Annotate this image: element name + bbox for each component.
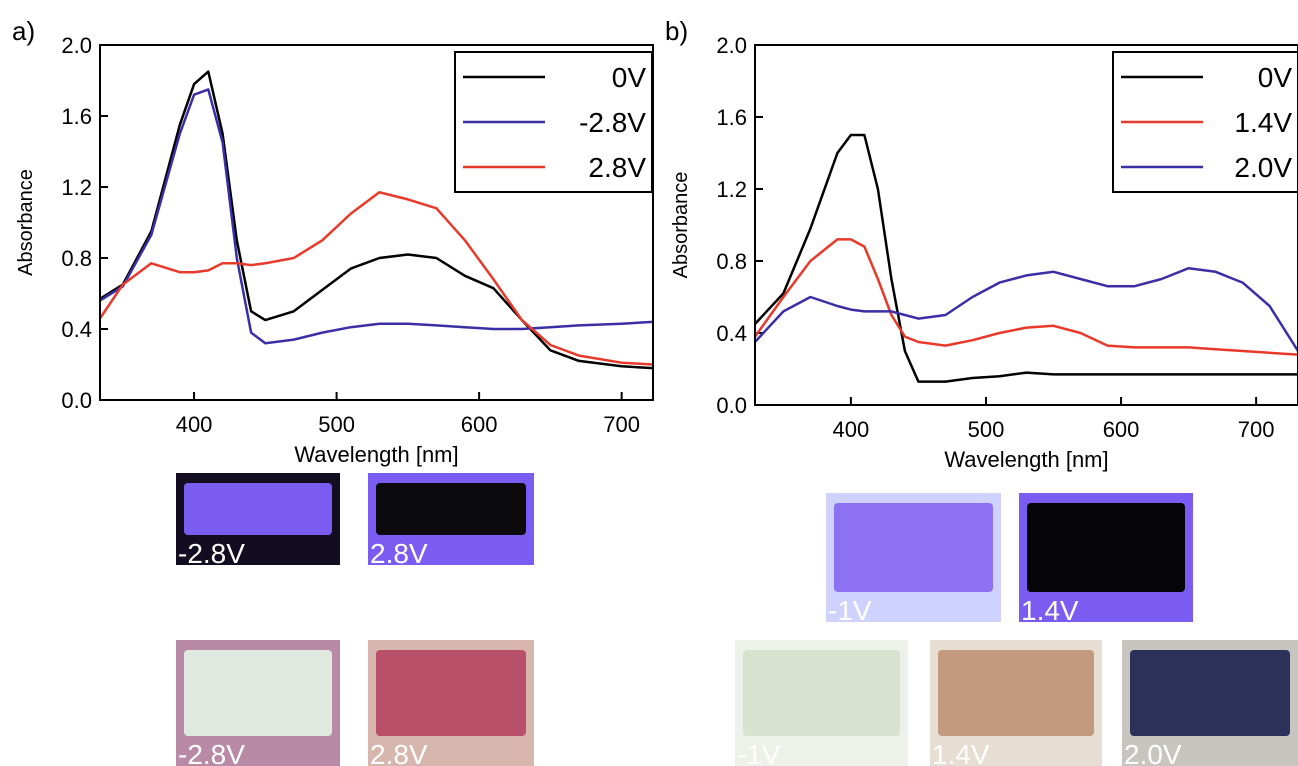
legend-label: 0V: [612, 62, 647, 93]
y-tick-label: 0.0: [716, 393, 747, 418]
y-tick-label: 0.8: [716, 249, 747, 274]
legend-label: -2.8V: [579, 107, 646, 138]
x-tick-label: 700: [603, 412, 640, 437]
photo-label: -2.8V: [178, 739, 245, 766]
plot-frame: [754, 44, 1298, 406]
photo-label: -1V: [737, 739, 781, 766]
y-tick-label: 0.4: [61, 317, 92, 342]
photo-sample: [184, 650, 332, 736]
y-tick-label: 1.6: [716, 105, 747, 130]
legend-label: 2.0V: [1234, 152, 1292, 183]
x-tick-label: 600: [461, 412, 498, 437]
photo-label: 2.0V: [1124, 739, 1182, 766]
panel-label: a): [12, 16, 35, 46]
legend-label: 2.8V: [588, 152, 646, 183]
plot-frame: [99, 44, 654, 401]
photo-sample: [376, 650, 526, 736]
photo-label: 2.8V: [370, 538, 428, 569]
y-axis-label: Absorbance: [15, 169, 37, 276]
series-line: [100, 191, 653, 366]
x-tick-label: 600: [1103, 417, 1140, 442]
y-tick-label: 0.0: [61, 388, 92, 413]
photo-sample: [1130, 650, 1290, 736]
x-tick-label: 700: [1238, 417, 1275, 442]
photo-sample: [834, 503, 993, 592]
x-tick-label: 400: [176, 412, 213, 437]
series-line: [100, 70, 653, 370]
y-axis-label: Absorbance: [670, 172, 692, 279]
x-axis-label: Wavelength [nm]: [944, 447, 1108, 472]
x-tick-label: 500: [968, 417, 1005, 442]
photo-sample: [184, 483, 332, 535]
legend-label: 1.4V: [1234, 107, 1292, 138]
photo-label: -1V: [828, 595, 872, 626]
photo-label: 1.4V: [1021, 595, 1079, 626]
y-tick-label: 0.8: [61, 246, 92, 271]
photo-label: 2.8V: [370, 739, 428, 766]
photo-sample: [743, 650, 900, 736]
y-tick-label: 1.2: [716, 177, 747, 202]
y-tick-label: 1.6: [61, 104, 92, 129]
x-tick-label: 400: [833, 417, 870, 442]
y-tick-label: 2.0: [716, 33, 747, 58]
x-axis-label: Wavelength [nm]: [294, 442, 458, 467]
y-tick-label: 2.0: [61, 33, 92, 58]
series-line: [755, 133, 1298, 383]
series-line: [755, 238, 1298, 356]
photo-sample: [938, 650, 1094, 736]
panel-label: b): [665, 16, 688, 46]
photo-label: 1.4V: [932, 739, 990, 766]
x-tick-label: 500: [318, 412, 355, 437]
legend-label: 0V: [1258, 62, 1293, 93]
photo-sample: [376, 483, 526, 535]
series-line: [755, 266, 1298, 352]
y-tick-label: 1.2: [61, 175, 92, 200]
photo-label: -2.8V: [178, 538, 245, 569]
y-tick-label: 0.4: [716, 321, 747, 346]
photo-sample: [1027, 503, 1185, 592]
